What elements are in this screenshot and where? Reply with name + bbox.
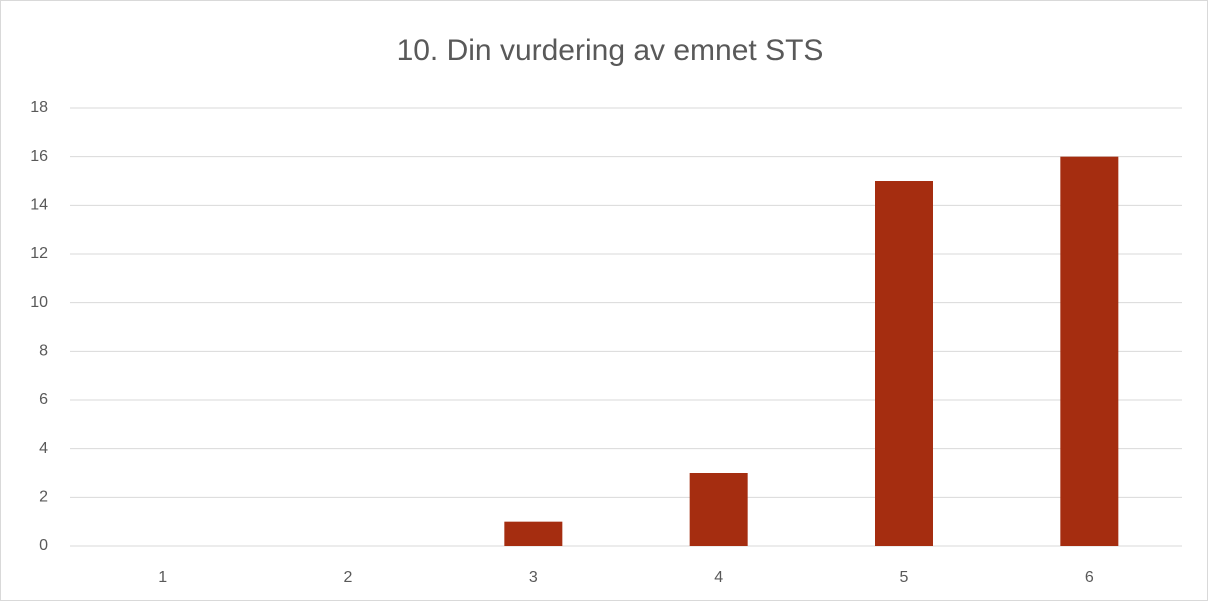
bar [875,181,933,546]
y-tick-label: 10 [30,294,48,311]
x-tick-label: 6 [1085,569,1094,586]
y-tick-label: 18 [30,99,48,116]
y-tick-label: 6 [39,391,48,408]
x-tick-label: 3 [529,569,538,586]
y-tick-label: 14 [30,197,48,214]
y-tick-label: 12 [30,245,48,262]
x-tick-label: 4 [714,569,723,586]
x-tick-label: 2 [344,569,353,586]
y-tick-label: 4 [39,440,48,457]
x-tick-label: 5 [900,569,909,586]
x-tick-label: 1 [158,569,167,586]
y-tick-label: 0 [39,537,48,554]
chart-title: 10. Din vurdering av emnet STS [397,34,824,67]
bar [504,521,563,546]
y-tick-label: 8 [39,343,48,360]
y-tick-label: 16 [30,148,48,165]
y-tick-label: 2 [39,489,48,506]
bar [689,473,748,546]
bar [1060,156,1119,546]
